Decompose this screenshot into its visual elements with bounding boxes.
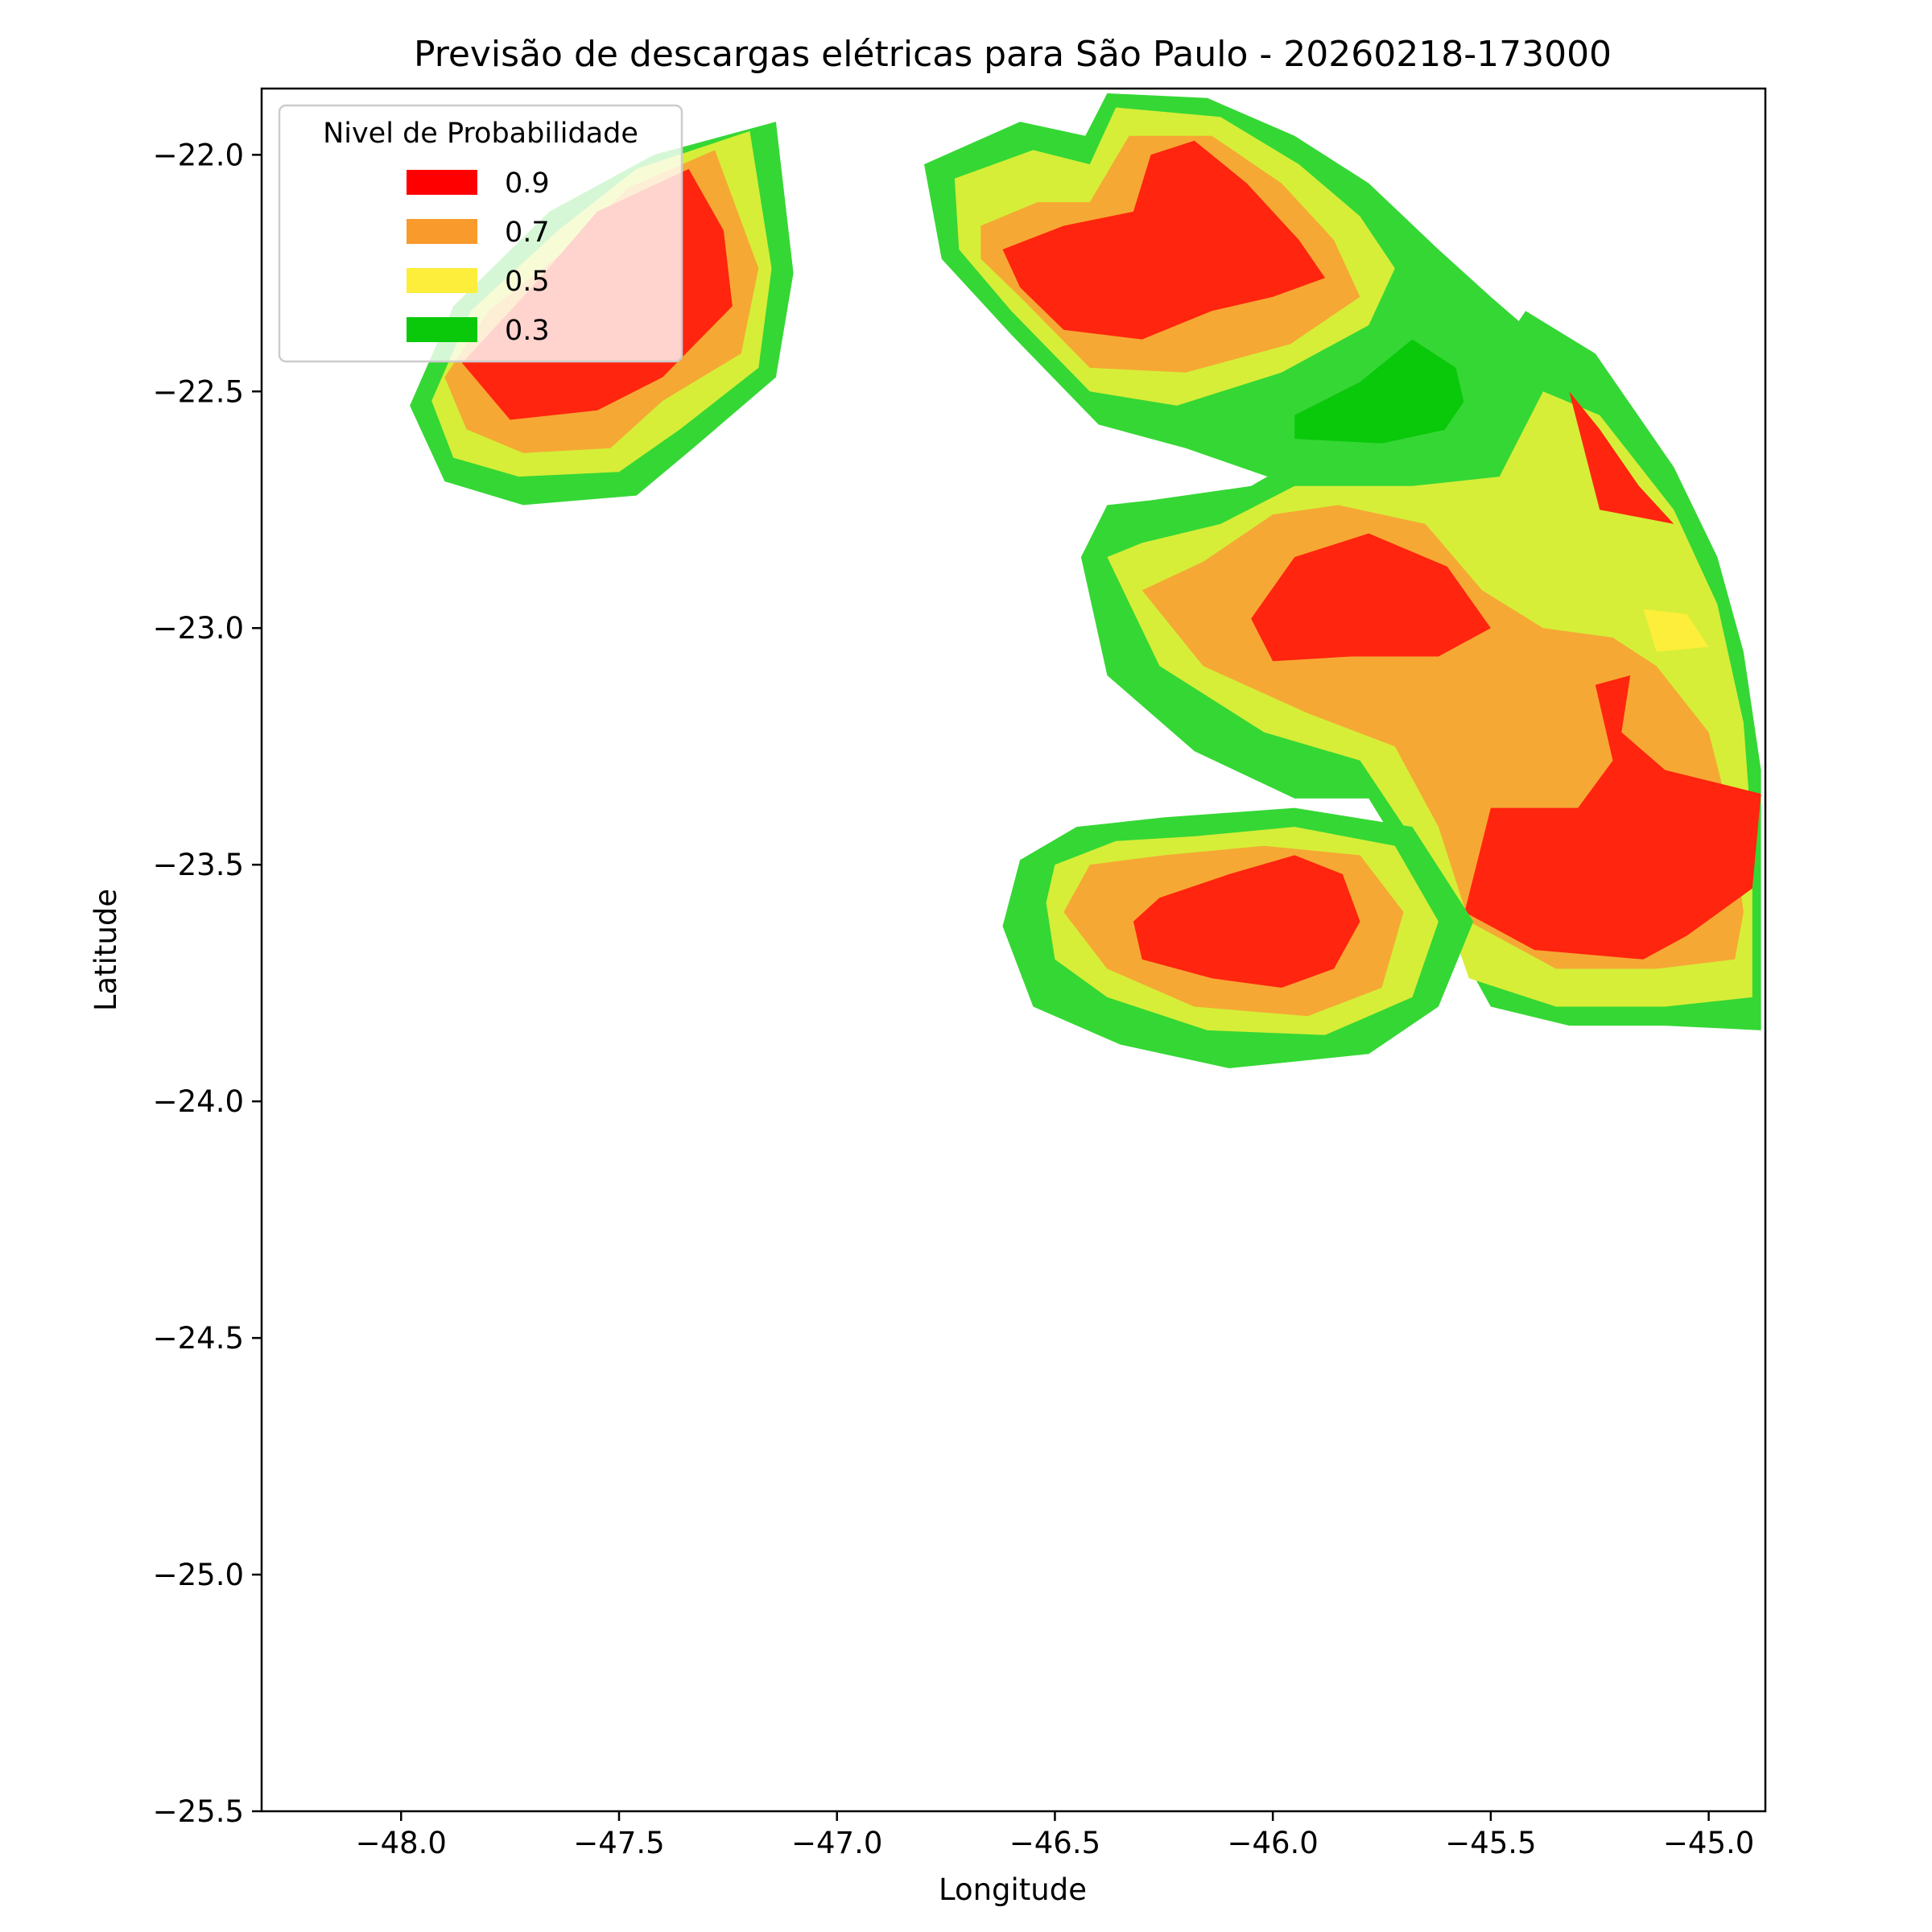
y-tick-label: −25.5 — [153, 1794, 244, 1829]
legend-label: 0.5 — [505, 266, 550, 298]
cell-south-level-0.9-3 — [1133, 855, 1360, 988]
legend-label: 0.7 — [505, 217, 550, 249]
cell-east-center-level-0.5-bright-6 — [1643, 609, 1709, 652]
x-axis-label: Longitude — [939, 1872, 1087, 1907]
x-tick-label: −48.0 — [356, 1826, 447, 1860]
cell-east-center-level-0.9-4 — [1569, 391, 1674, 524]
legend-entries: 0.9 0.7 0.5 0.3 — [407, 167, 550, 347]
plot-frame — [260, 87, 1767, 1813]
y-axis-label: Latitude — [89, 889, 123, 1011]
y-tick-label: −22.5 — [153, 374, 244, 409]
cell-east-center — [1080, 311, 1761, 1030]
legend: Nivel de Probabilidade 0.9 0.7 0.5 0.3 — [278, 104, 683, 363]
x-tick-label: −45.0 — [1663, 1826, 1754, 1860]
x-tick-label: −45.5 — [1445, 1826, 1536, 1860]
cell-east-center-level-0.9-3 — [1251, 533, 1491, 662]
y-tick-label: −25.0 — [153, 1558, 244, 1592]
x-axis-ticks: −48.0 −47.5 −47.0 −46.5 −46.0 −45.5 −45.0 — [356, 1811, 1754, 1860]
y-tick-label: −22.0 — [153, 138, 244, 172]
cell-north-center — [924, 93, 1570, 510]
x-tick-label: −47.0 — [791, 1826, 882, 1860]
legend-swatch — [407, 170, 477, 195]
chart-title: Previsão de descargas elétricas para São… — [414, 34, 1612, 75]
y-tick-label: −24.5 — [153, 1321, 244, 1356]
legend-title: Nivel de Probabilidade — [323, 118, 638, 150]
legend-swatch — [407, 268, 477, 293]
x-tick-label: −46.0 — [1227, 1826, 1318, 1860]
y-tick-label: −23.5 — [153, 848, 244, 882]
x-tick-label: −47.5 — [573, 1826, 664, 1860]
cell-north-center-level-0.3-inner-4 — [1294, 339, 1469, 444]
y-tick-label: −24.0 — [153, 1084, 244, 1119]
y-axis-ticks: −22.0 −22.5 −23.0 −23.5 −24.0 −24.5 −25.0 −25.5 — [153, 138, 262, 1829]
x-tick-label: −46.5 — [1009, 1826, 1100, 1860]
cell-south — [1002, 807, 1474, 1068]
cell-north-center-level-0.9-3 — [1002, 140, 1326, 340]
cell-east-center-level-0.9-5 — [1464, 675, 1761, 960]
legend-swatch — [407, 219, 477, 244]
legend-box — [278, 104, 683, 363]
legend-label: 0.3 — [505, 315, 550, 347]
legend-swatch — [407, 317, 477, 342]
y-tick-label: −23.0 — [153, 611, 244, 646]
legend-label: 0.9 — [505, 167, 550, 200]
